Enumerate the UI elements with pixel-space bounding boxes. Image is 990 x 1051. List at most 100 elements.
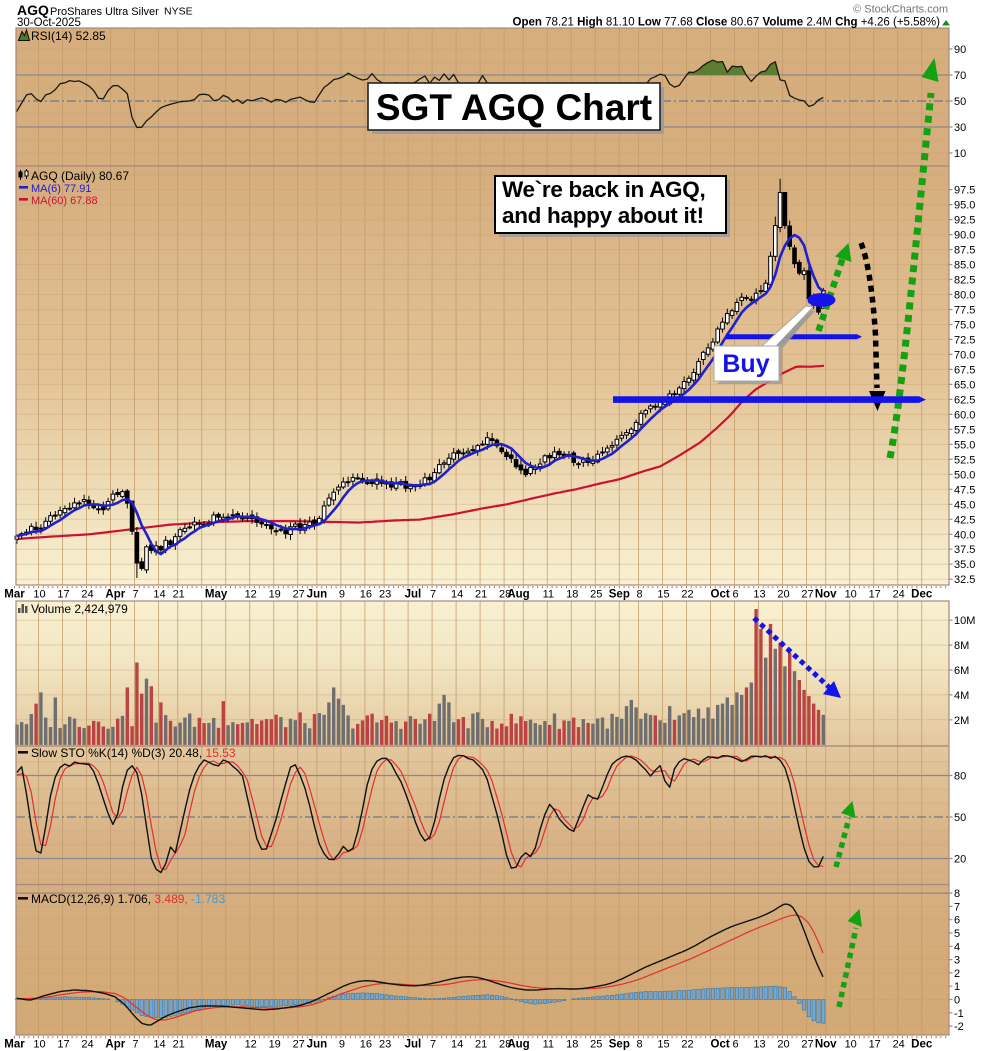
svg-text:70: 70 — [954, 70, 966, 82]
svg-text:10: 10 — [845, 1039, 857, 1051]
svg-text:10: 10 — [33, 589, 45, 601]
svg-text:12: 12 — [245, 589, 257, 601]
svg-text:52.5: 52.5 — [954, 454, 975, 466]
svg-text:20: 20 — [777, 589, 789, 601]
svg-text:11: 11 — [543, 1039, 554, 1051]
svg-text:Nov: Nov — [815, 589, 837, 601]
svg-text:4M: 4M — [954, 690, 969, 702]
svg-text:55.0: 55.0 — [954, 439, 975, 451]
svg-text:22: 22 — [681, 1039, 693, 1051]
svg-text:14: 14 — [153, 589, 165, 601]
svg-text:6M: 6M — [954, 665, 969, 677]
svg-text:45.0: 45.0 — [954, 499, 975, 511]
svg-text:85.0: 85.0 — [954, 260, 975, 272]
svg-text:32.5: 32.5 — [954, 574, 975, 586]
svg-text:7: 7 — [954, 901, 960, 913]
svg-text:MACD(12,26,9) 1.706, 3.489, -1: MACD(12,26,9) 1.706, 3.489, -1.783 — [31, 892, 225, 906]
svg-text:27: 27 — [293, 1039, 305, 1051]
svg-text:9: 9 — [339, 589, 345, 601]
svg-text:14: 14 — [153, 1039, 165, 1051]
svg-text:1: 1 — [954, 981, 960, 993]
svg-text:87.5: 87.5 — [954, 245, 975, 257]
svg-text:90.0: 90.0 — [954, 230, 975, 242]
svg-text:12: 12 — [245, 1039, 257, 1051]
svg-text:7: 7 — [430, 589, 436, 601]
svg-text:-2: -2 — [954, 1021, 964, 1033]
svg-text:77.5: 77.5 — [954, 305, 975, 317]
svg-text:9: 9 — [339, 1039, 345, 1051]
svg-text:Nov: Nov — [815, 1039, 837, 1051]
svg-text:11: 11 — [543, 589, 554, 601]
svg-text:37.5: 37.5 — [954, 544, 975, 556]
svg-text:21: 21 — [475, 589, 487, 601]
svg-text:25: 25 — [590, 1039, 602, 1051]
svg-text:97.5: 97.5 — [954, 185, 975, 197]
svg-text:17: 17 — [57, 589, 69, 601]
svg-text:7: 7 — [132, 1039, 138, 1051]
svg-text:35.0: 35.0 — [954, 559, 975, 571]
svg-text:AGQ (Daily) 80.67: AGQ (Daily) 80.67 — [31, 169, 129, 183]
svg-text:Oct: Oct — [711, 589, 730, 601]
svg-text:25: 25 — [590, 589, 602, 601]
svg-text:2M: 2M — [954, 715, 969, 727]
svg-text:May: May — [205, 1039, 228, 1051]
svg-text:19: 19 — [269, 589, 281, 601]
svg-text:Apr: Apr — [105, 1039, 125, 1051]
svg-text:Volume 2,424,979: Volume 2,424,979 — [31, 602, 128, 616]
svg-text:MA(60) 67.88: MA(60) 67.88 — [31, 195, 98, 207]
svg-text:16: 16 — [360, 589, 372, 601]
svg-text:15: 15 — [657, 589, 669, 601]
svg-text:14: 14 — [451, 589, 463, 601]
svg-text:SGT AGQ Chart: SGT AGQ Chart — [376, 87, 652, 128]
svg-text:6: 6 — [732, 589, 738, 601]
svg-text:19: 19 — [269, 1039, 281, 1051]
svg-text:80.0: 80.0 — [954, 290, 975, 302]
svg-text:Jun: Jun — [307, 1039, 327, 1051]
svg-text:23: 23 — [379, 589, 391, 601]
svg-text:Sep: Sep — [609, 1039, 630, 1051]
svg-text:80: 80 — [954, 771, 966, 783]
svg-text:Jun: Jun — [307, 589, 327, 601]
svg-text:and happy about it!: and happy about it! — [502, 203, 704, 228]
svg-text:70.0: 70.0 — [954, 349, 975, 361]
svg-text:Mar: Mar — [4, 589, 25, 601]
svg-text:20: 20 — [777, 1039, 789, 1051]
svg-text:50: 50 — [954, 96, 966, 108]
svg-text:24: 24 — [893, 589, 905, 601]
svg-text:Slow STO %K(14) %D(3) 20.48, 1: Slow STO %K(14) %D(3) 20.48, 15.53 — [31, 746, 236, 760]
svg-text:-1: -1 — [954, 1008, 964, 1020]
svg-text:NYSE: NYSE — [164, 6, 193, 18]
svg-text:6: 6 — [732, 1039, 738, 1051]
svg-text:Aug: Aug — [507, 1039, 529, 1051]
svg-text:6: 6 — [954, 915, 960, 927]
svg-text:20: 20 — [954, 854, 966, 866]
svg-text:65.0: 65.0 — [954, 379, 975, 391]
svg-text:Oct: Oct — [711, 1039, 730, 1051]
svg-text:8M: 8M — [954, 640, 969, 652]
svg-text:28: 28 — [499, 589, 511, 601]
svg-text:5: 5 — [954, 928, 960, 940]
svg-text:© StockCharts.com: © StockCharts.com — [853, 4, 948, 16]
svg-text:8: 8 — [954, 888, 960, 900]
svg-text:Buy: Buy — [722, 350, 769, 378]
svg-text:AGQ: AGQ — [17, 2, 49, 18]
svg-text:7: 7 — [132, 589, 138, 601]
svg-text:23: 23 — [379, 1039, 391, 1051]
svg-text:8: 8 — [636, 1039, 642, 1051]
svg-text:3: 3 — [954, 955, 960, 967]
svg-text:67.5: 67.5 — [954, 364, 975, 376]
svg-text:10: 10 — [845, 589, 857, 601]
svg-text:0: 0 — [954, 995, 960, 1007]
svg-text:17: 17 — [869, 1039, 881, 1051]
svg-text:Apr: Apr — [105, 589, 125, 601]
svg-text:24: 24 — [81, 589, 93, 601]
svg-text:40.0: 40.0 — [954, 529, 975, 541]
svg-text:60.0: 60.0 — [954, 409, 975, 421]
svg-text:24: 24 — [81, 1039, 93, 1051]
svg-text:90: 90 — [954, 44, 966, 56]
svg-text:ProShares Ultra Silver: ProShares Ultra Silver — [50, 6, 159, 18]
svg-text:May: May — [205, 589, 228, 601]
svg-text:MA(6) 77.91: MA(6) 77.91 — [31, 183, 92, 195]
svg-text:17: 17 — [869, 589, 881, 601]
svg-text:24: 24 — [893, 1039, 905, 1051]
